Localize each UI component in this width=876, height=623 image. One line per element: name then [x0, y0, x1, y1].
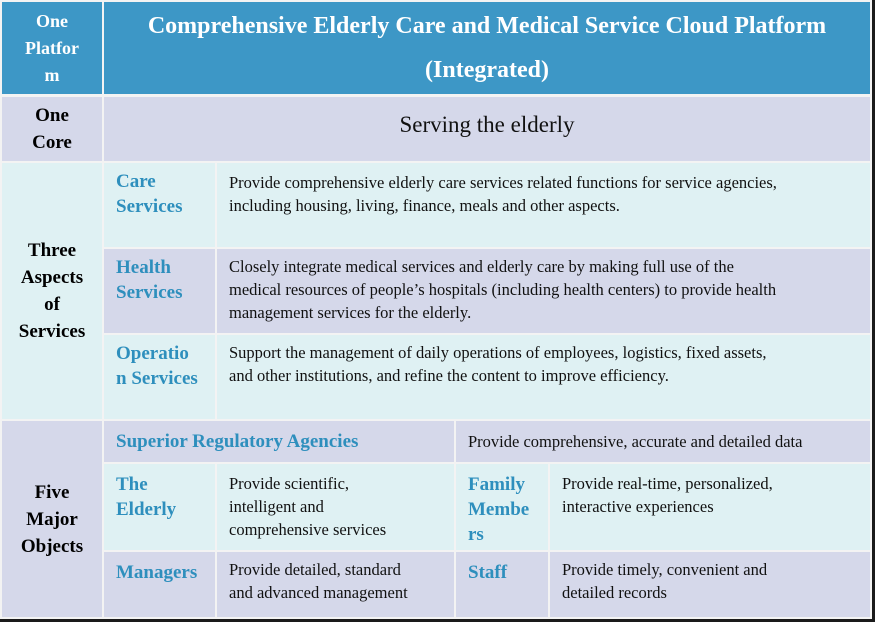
staff-desc: Provide timely, convenient and detailed …: [550, 552, 870, 617]
managers-desc-line: and advanced management: [229, 583, 408, 602]
objects-label-cell: Five Major Objects: [2, 421, 102, 617]
services-label-cell: Three Aspects of Services: [2, 163, 102, 419]
family-members-name-line: rs: [468, 524, 484, 545]
family-members-name: Family Membe rs: [456, 464, 548, 550]
operation-services-name-line: n Services: [116, 368, 198, 389]
care-services-name-line: Care: [116, 171, 156, 192]
platform-label-line: m: [44, 64, 60, 85]
operation-services-desc-line: and other institutions, and refine the c…: [229, 366, 669, 385]
managers-desc: Provide detailed, standard and advanced …: [217, 552, 454, 617]
elderly-name-line: Elderly: [116, 499, 177, 520]
family-members-desc-line: interactive experiences: [562, 497, 714, 516]
staff-name-text: Staff: [468, 562, 508, 583]
core-value: Serving the elderly: [399, 112, 575, 137]
family-members-name-line: Membe: [468, 499, 530, 520]
core-label-line: One: [35, 105, 69, 126]
operation-services-desc-line: Support the management of daily operatio…: [229, 343, 767, 362]
health-services-desc-line: medical resources of people’s hospitals …: [229, 280, 777, 299]
health-services-desc-line: management services for the elderly.: [229, 303, 472, 322]
care-services-name: Care Services: [104, 163, 215, 247]
platform-title-line: Comprehensive Elderly Care and Medical S…: [147, 13, 827, 39]
elderly-desc-line: Provide scientific,: [229, 474, 350, 493]
care-services-name-line: Services: [116, 196, 183, 217]
health-services-name-line: Health: [116, 257, 171, 278]
core-label-line: Core: [32, 132, 72, 153]
care-services-desc-line: including housing, living, finance, meal…: [229, 196, 620, 215]
platform-title-line: (Integrated): [425, 57, 549, 83]
services-label-line: Services: [18, 321, 86, 342]
platform-label-cell: One Platfor m: [2, 2, 102, 94]
care-services-desc-line: Provide comprehensive elderly care servi…: [229, 173, 777, 192]
regulatory-agencies-desc-text: Provide comprehensive, accurate and deta…: [468, 432, 803, 451]
regulatory-agencies-desc: Provide comprehensive, accurate and deta…: [456, 421, 870, 462]
core-value-cell: Serving the elderly: [104, 97, 870, 161]
platform-label-line: One: [35, 10, 68, 31]
elderly-desc-line: intelligent and: [229, 497, 324, 516]
operation-services-name: Operatio n Services: [104, 335, 215, 419]
core-label-cell: One Core: [2, 97, 102, 161]
managers-desc-line: Provide detailed, standard: [229, 560, 401, 579]
family-members-desc: Provide real-time, personalized, interac…: [550, 464, 870, 550]
elderly-name-line: The: [116, 474, 148, 495]
elderly-name: The Elderly: [104, 464, 215, 550]
objects-label-line: Five: [34, 481, 70, 503]
health-services-desc: Closely integrate medical services and e…: [217, 249, 870, 333]
regulatory-agencies-name-text: Superior Regulatory Agencies: [116, 431, 359, 452]
objects-label-line: Objects: [20, 535, 84, 557]
objects-label-line: Major: [26, 508, 78, 530]
elderly-desc-line: comprehensive services: [229, 520, 387, 539]
managers-name-text: Managers: [116, 562, 198, 583]
elderly-desc: Provide scientific, intelligent and comp…: [217, 464, 454, 550]
services-label-line: of: [44, 294, 60, 315]
staff-name: Staff: [456, 552, 548, 617]
platform-label-line: Platfor: [25, 37, 79, 58]
health-services-name-line: Services: [116, 282, 183, 303]
operation-services-desc: Support the management of daily operatio…: [217, 335, 870, 419]
services-label-line: Aspects: [20, 267, 84, 288]
health-services-desc-line: Closely integrate medical services and e…: [229, 257, 734, 276]
services-label-line: Three: [27, 240, 77, 261]
staff-desc-line: Provide timely, convenient and: [562, 560, 768, 579]
platform-title-cell: Comprehensive Elderly Care and Medical S…: [104, 2, 870, 94]
regulatory-agencies-name: Superior Regulatory Agencies: [104, 421, 454, 462]
family-members-name-line: Family: [468, 474, 525, 495]
operation-services-name-line: Operatio: [116, 343, 189, 364]
staff-desc-line: detailed records: [562, 583, 667, 602]
care-services-desc: Provide comprehensive elderly care servi…: [217, 163, 870, 247]
health-services-name: Health Services: [104, 249, 215, 333]
managers-name: Managers: [104, 552, 215, 617]
family-members-desc-line: Provide real-time, personalized,: [562, 474, 773, 493]
